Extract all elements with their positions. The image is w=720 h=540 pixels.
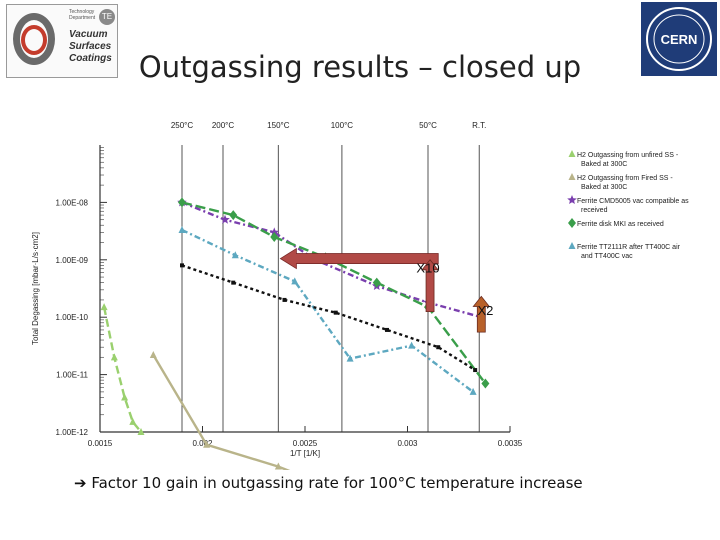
cern-emblem-icon: CERN [646,7,712,71]
legend-label: Ferrite CMD5005 vac compatible as receive… [577,198,689,214]
data-point [473,368,478,373]
legend-label: H2 Outgassing from unfired SS - Baked at … [577,152,679,168]
data-point [568,242,576,249]
outgassing-chart: 1.00E-12 1.00E-11 1.00E-10 1.00E-09 1.00E-08… [31,121,689,470]
temperature-label: R.T. [472,121,486,130]
series-line [181,228,474,393]
legend-label-line: Baked at 300C [581,161,627,168]
legend-label-line: Baked at 300C [581,184,627,191]
data-point [469,387,477,395]
legend-label-line: and TT400C vac [581,253,633,260]
data-point [408,341,416,349]
temperature-label: 200°C [212,121,235,130]
logo-badge: TE [99,9,115,25]
data-point [372,277,381,288]
annotation-label: X2 [477,303,493,318]
series [178,226,477,395]
series [180,263,478,373]
x-axis-title: 1/T [1/K] [290,449,320,458]
legend-label-line: H2 Outgassing from Fired SS - [577,175,673,182]
data-point [282,297,287,302]
data-point [180,263,184,268]
data-point [121,393,129,401]
data-point [229,210,238,221]
legend-label-line: Ferrite TT2111R after TT400C air [577,244,681,251]
data-point [436,345,441,350]
annotation-label: X10 [416,261,439,276]
x-tick-label: 0.002 [192,439,213,448]
cern-logo-text: CERN [661,32,698,47]
y-tick-label: 1.00E-08 [56,198,89,207]
data-point [137,428,145,435]
logo-subtitle: Technology Department [69,9,96,21]
y-tick-label: 1.00E-10 [56,313,89,322]
data-point [220,214,230,224]
data-point [291,277,299,285]
temperature-label: 50°C [419,121,437,130]
series-line [102,306,142,433]
y-tick-label: 1.00E-11 [56,371,88,380]
data-point [129,417,137,425]
legend-item: H2 Outgassing from unfired SS - Baked at … [568,150,679,168]
data-point [568,218,576,228]
data-point [567,195,577,204]
legend-label-line: H2 Outgassing from unfired SS - [577,152,679,159]
data-point [110,353,118,361]
data-point [178,226,186,234]
legend-label: Ferrite disk MKI as received [577,221,664,228]
footnote-text: Factor 10 gain in outgassing rate for 10… [91,474,583,492]
series [149,350,291,470]
page-title: Outgassing results – closed up [138,50,582,84]
x-tick-label: 0.0035 [498,439,523,448]
cern-logo: CERN [641,2,717,76]
data-point [178,197,186,208]
vsc-logo: Technology Department TE Vacuum Surfaces … [6,4,118,78]
y-tick-label: 1.00E-12 [56,428,89,437]
legend-label-line: Ferrite disk MKI as received [577,221,664,228]
data-point [203,440,211,448]
series-line [152,354,291,470]
data-point [100,303,108,311]
vertical-arrow [472,295,491,333]
data-point [149,350,157,358]
temperature-label: 100°C [331,121,354,130]
legend-item: Ferrite TT2111R after TT400C air and TT40… [568,242,681,260]
legend-label-line: received [581,207,608,214]
series [178,197,490,389]
logo-ring-inner-icon [21,25,47,55]
data-point [274,462,282,470]
legend-item: Ferrite CMD5005 vac compatible as receive… [567,195,689,214]
y-axis-title: Total Degassing [mbar·L/s·cm2] [31,232,40,345]
y-tick-label: 1.00E-09 [56,256,89,265]
temperature-label: 250°C [171,121,194,130]
data-point [568,150,576,157]
series-line [181,201,487,385]
data-point [231,280,236,285]
logo-text: Vacuum Surfaces Coatings [69,29,112,64]
data-point [269,227,279,237]
data-point [333,310,338,315]
horizontal-arrow [279,247,439,270]
logo-ring-icon [13,13,55,65]
vertical-arrow [421,259,439,313]
temperature-label: 150°C [267,121,290,130]
data-point [481,378,490,389]
legend-item: Ferrite disk MKI as received [568,218,664,228]
data-point [270,231,279,242]
x-tick-label: 0.0025 [293,439,318,448]
data-point [346,354,354,362]
x-tick-label: 0.0015 [88,439,113,448]
data-point [385,327,389,332]
data-point [568,173,576,180]
legend-label: Ferrite TT2111R after TT400C air and TT40… [577,244,681,260]
legend-label-line: Ferrite CMD5005 vac compatible as [577,198,689,205]
arrow-right-icon: ➔ [74,474,92,492]
legend-label: H2 Outgassing from Fired SS - Baked at 30… [577,175,673,191]
data-point [231,251,239,259]
x-tick-label: 0.003 [397,439,418,448]
series [100,303,145,435]
legend-item: H2 Outgassing from Fired SS - Baked at 30… [568,173,673,191]
footnote: ➔ Factor 10 gain in outgassing rate for … [74,474,583,492]
